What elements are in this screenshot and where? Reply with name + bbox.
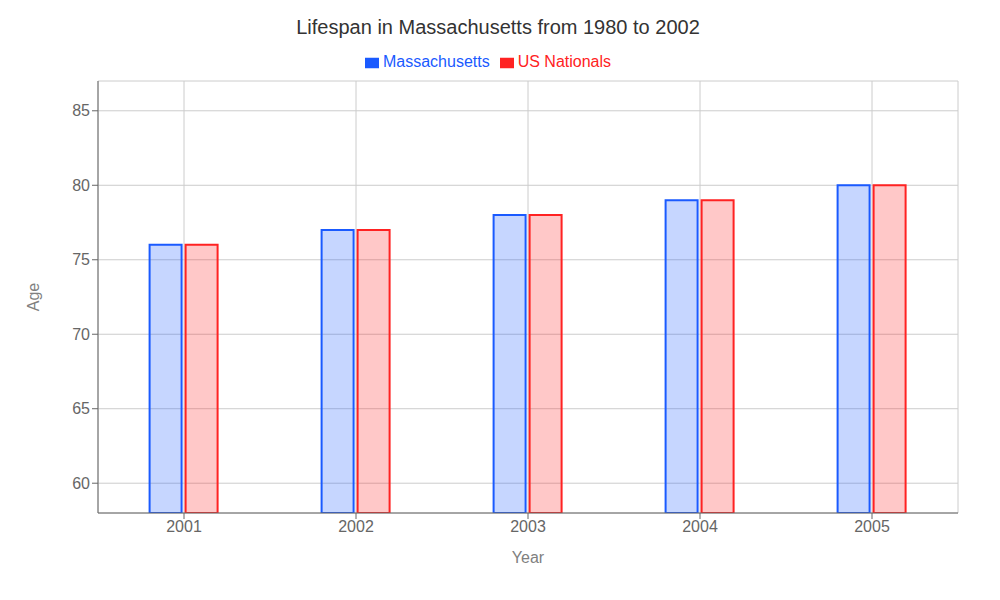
svg-text:65: 65 bbox=[72, 400, 90, 417]
svg-text:Year: Year bbox=[512, 549, 545, 566]
svg-text:2002: 2002 bbox=[338, 518, 374, 535]
html-text:US Nationals: US Nationals bbox=[517, 53, 611, 70]
svg-text:2004: 2004 bbox=[682, 518, 718, 535]
svg-text:2001: 2001 bbox=[166, 518, 202, 535]
svg-text:2003: 2003 bbox=[510, 518, 546, 535]
svg-text:80: 80 bbox=[72, 177, 90, 194]
svg-text:2005: 2005 bbox=[854, 518, 890, 535]
html-text:Massachusetts: Massachusetts bbox=[383, 53, 490, 70]
svg-text:Age: Age bbox=[25, 283, 42, 312]
svg-text:60: 60 bbox=[72, 475, 90, 492]
svg-text:75: 75 bbox=[72, 251, 90, 268]
svg-text:85: 85 bbox=[72, 102, 90, 119]
html-text:Lifespan in Massachusetts from: Lifespan in Massachusetts from 1980 to 2… bbox=[296, 16, 700, 38]
svg-text:70: 70 bbox=[72, 326, 90, 343]
